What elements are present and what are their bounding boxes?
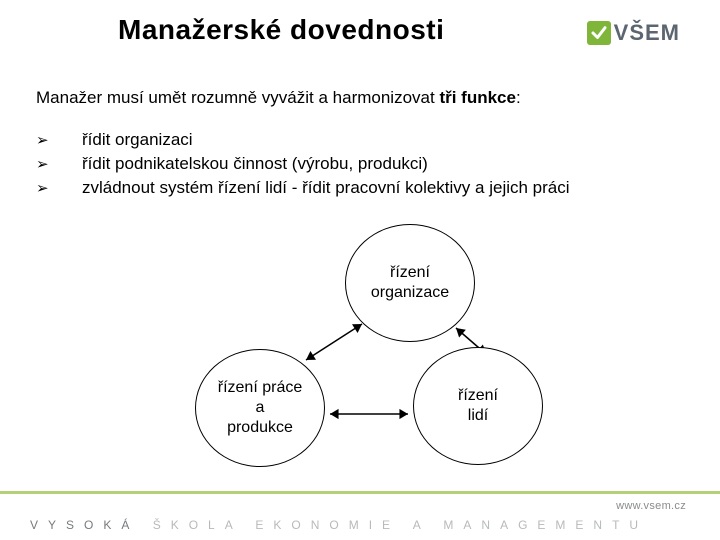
chevron-right-icon: ➢ xyxy=(36,131,82,149)
diagram-node-people: řízenílidí xyxy=(413,347,543,465)
page-title: Manažerské dovednosti xyxy=(118,14,444,46)
footer-divider xyxy=(0,491,720,494)
check-box-icon xyxy=(587,21,611,45)
intro-bold: tři funkce xyxy=(439,88,516,107)
bullet-text: řídit podnikatelskou činnost (výrobu, pr… xyxy=(82,154,428,174)
cycle-diagram: řízeníorganizace řízení práceaprodukce ř… xyxy=(0,218,720,468)
logo-text: VŠEM xyxy=(614,20,680,46)
slide: Manažerské dovednosti VŠEM Manažer musí … xyxy=(0,0,720,540)
diagram-node-organization: řízeníorganizace xyxy=(345,224,475,342)
intro-lead: Manažer musí umět rozumně vyvážit a harm… xyxy=(36,88,439,107)
chevron-right-icon: ➢ xyxy=(36,155,82,173)
bullet-text: řídit organizaci xyxy=(82,130,193,150)
school-name-emph: VYSOKÁ xyxy=(30,518,139,532)
intro-text: Manažer musí umět rozumně vyvážit a harm… xyxy=(36,88,521,108)
list-item: ➢ řídit podnikatelskou činnost (výrobu, … xyxy=(36,154,570,174)
chevron-right-icon: ➢ xyxy=(36,179,82,197)
website-url: www.vsem.cz xyxy=(616,500,686,512)
diagram-node-work: řízení práceaprodukce xyxy=(195,349,325,467)
bullet-list: ➢ řídit organizaci ➢ řídit podnikatelsko… xyxy=(36,130,570,202)
intro-tail: : xyxy=(516,88,521,107)
school-name: VYSOKÁ ŠKOLA EKONOMIE A MANAGEMENTU xyxy=(30,518,690,532)
list-item: ➢ řídit organizaci xyxy=(36,130,570,150)
logo: VŠEM xyxy=(587,20,680,46)
school-name-rest: ŠKOLA EKONOMIE A MANAGEMENTU xyxy=(139,518,648,532)
bullet-text: zvládnout systém řízení lidí - řídit pra… xyxy=(82,178,570,198)
list-item: ➢ zvládnout systém řízení lidí - řídit p… xyxy=(36,178,570,198)
